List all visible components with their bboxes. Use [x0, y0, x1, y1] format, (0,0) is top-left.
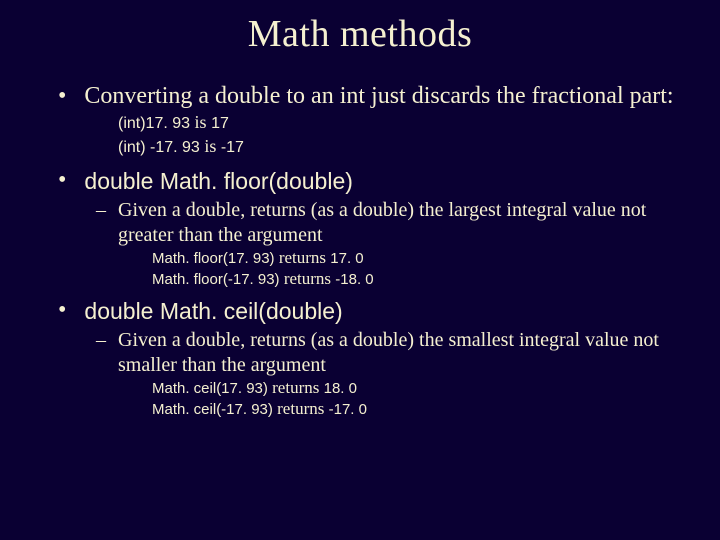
- bullet-3-desc: – Given a double, returns (as a double) …: [40, 328, 680, 378]
- bullet-2-example-1: Math. floor(17. 93) returns 17. 0: [40, 248, 680, 269]
- plain-text: returns: [268, 378, 324, 397]
- bullet-dot-icon: •: [58, 166, 66, 194]
- bullet-2-example-2: Math. floor(-17. 93) returns -18. 0: [40, 269, 680, 290]
- plain-text: returns: [280, 269, 336, 288]
- bullet-2-desc: – Given a double, returns (as a double) …: [40, 198, 680, 248]
- plain-text: returns: [275, 248, 331, 267]
- code-text: 17: [211, 115, 229, 132]
- dash-icon: –: [96, 198, 106, 223]
- bullet-1: • Converting a double to an int just dis…: [40, 82, 680, 110]
- code-text: Math. ceil(17. 93): [152, 380, 268, 397]
- bullet-3-text: double Math. ceil(double): [84, 296, 342, 326]
- bullet-3-example-1: Math. ceil(17. 93) returns 18. 0: [40, 378, 680, 399]
- bullet-3: • double Math. ceil(double): [40, 296, 680, 326]
- code-text: -17: [221, 139, 244, 156]
- bullet-3-desc-text: Given a double, returns (as a double) th…: [118, 328, 680, 378]
- bullet-1-example-1: (int)17. 93 is 17: [40, 112, 680, 134]
- slide-title: Math methods: [40, 12, 680, 56]
- slide: Math methods • Converting a double to an…: [0, 0, 720, 540]
- code-text: 18. 0: [324, 380, 357, 397]
- plain-text: is: [190, 112, 211, 132]
- code-text: -17. 0: [329, 401, 367, 418]
- bullet-1-example-2: (int) -17. 93 is -17: [40, 136, 680, 158]
- code-text: Math. floor(-17. 93): [152, 271, 280, 288]
- bullet-2: • double Math. floor(double): [40, 166, 680, 196]
- code-text: (int)17. 93: [118, 115, 190, 132]
- code-text: Math. floor(17. 93): [152, 250, 275, 267]
- plain-text: returns: [273, 399, 329, 418]
- bullet-dot-icon: •: [58, 82, 66, 110]
- bullet-2-desc-text: Given a double, returns (as a double) th…: [118, 198, 680, 248]
- plain-text: is: [200, 136, 221, 156]
- bullet-2-text: double Math. floor(double): [84, 166, 353, 196]
- code-text: (int) -17. 93: [118, 139, 200, 156]
- bullet-3-example-2: Math. ceil(-17. 93) returns -17. 0: [40, 399, 680, 420]
- code-text: 17. 0: [330, 250, 363, 267]
- bullet-1-text: Converting a double to an int just disca…: [84, 82, 673, 110]
- bullet-dot-icon: •: [58, 296, 66, 324]
- code-text: -18. 0: [335, 271, 373, 288]
- dash-icon: –: [96, 328, 106, 353]
- code-text: Math. ceil(-17. 93): [152, 401, 273, 418]
